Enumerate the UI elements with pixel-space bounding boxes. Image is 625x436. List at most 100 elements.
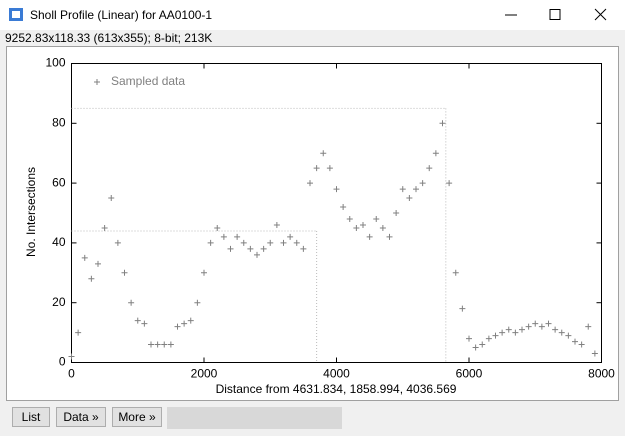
data-point	[505, 326, 512, 333]
data-point	[148, 341, 154, 348]
x-tick-label: 0	[68, 367, 75, 381]
data-point	[512, 329, 519, 336]
title-bar: Sholl Profile (Linear) for AA0100-1	[0, 0, 625, 30]
data-point	[287, 233, 294, 240]
data-point	[333, 186, 340, 193]
data-point	[68, 353, 75, 360]
status-bar	[167, 407, 342, 429]
title-icons	[9, 8, 607, 21]
legend-marker	[94, 79, 100, 85]
data-point	[108, 195, 115, 202]
data-point	[399, 186, 406, 193]
data-point	[499, 329, 506, 336]
data-point	[128, 299, 135, 306]
data-point	[240, 239, 247, 246]
data-point	[479, 341, 486, 348]
data-point	[572, 338, 578, 345]
data-point	[426, 165, 433, 172]
data-point	[340, 204, 347, 211]
data-point	[538, 323, 545, 330]
data-point	[472, 344, 479, 351]
data-point	[121, 269, 128, 276]
data-point	[439, 120, 446, 127]
data-point	[413, 186, 419, 193]
data-point	[260, 245, 267, 252]
data-point	[101, 224, 108, 231]
x-tick-label: 8000	[588, 367, 615, 381]
data-point	[585, 323, 592, 330]
data-point	[452, 269, 459, 276]
data-point	[552, 326, 559, 333]
data-point	[214, 224, 221, 231]
y-tick-label: 80	[52, 115, 66, 129]
data-point	[578, 341, 585, 348]
data-point	[81, 254, 88, 261]
data-point	[446, 180, 453, 187]
data-point	[353, 224, 360, 231]
y-tick-label: 60	[52, 175, 66, 189]
data-point	[326, 165, 333, 172]
data-point	[201, 269, 207, 276]
list-button[interactable]: List	[12, 407, 50, 427]
data-point	[247, 245, 254, 252]
data-point	[267, 239, 274, 246]
data-point	[406, 195, 413, 202]
data-point	[565, 332, 572, 339]
legend-label: Sampled data	[111, 74, 185, 88]
data-point	[366, 233, 373, 240]
data-point	[300, 245, 307, 252]
x-axis-label: Distance from 4631.834, 1858.994, 4036.5…	[216, 382, 457, 396]
data-point	[254, 251, 260, 258]
y-axis-label: No. Intersections	[24, 167, 38, 257]
data-point	[181, 320, 188, 327]
data-point	[558, 329, 565, 336]
data-point	[161, 341, 168, 348]
data-point	[360, 221, 366, 228]
data-point	[519, 326, 525, 333]
y-tick-label: 40	[52, 235, 66, 249]
x-tick-label: 6000	[456, 367, 483, 381]
data-point	[591, 350, 598, 357]
data-point	[419, 180, 426, 187]
data-point	[293, 239, 300, 246]
data-point	[485, 335, 492, 342]
data-point	[346, 215, 353, 222]
maximize-icon[interactable]	[549, 9, 561, 20]
data-point	[134, 317, 141, 324]
data-point	[393, 210, 400, 216]
data-point	[75, 329, 82, 336]
data-point	[95, 260, 101, 267]
data-point	[545, 320, 552, 327]
data-point	[307, 180, 313, 187]
data-point	[220, 233, 227, 240]
y-tick-label: 100	[45, 56, 65, 70]
x-tick-label: 4000	[323, 367, 350, 381]
data-button[interactable]: Data »	[56, 407, 106, 427]
window-title: Sholl Profile (Linear) for AA0100-1	[30, 8, 213, 22]
data-point	[525, 323, 532, 330]
data-point	[466, 335, 472, 342]
y-tick-label: 0	[59, 355, 66, 369]
data-point	[207, 239, 214, 246]
data-point	[174, 323, 181, 330]
data-point	[141, 320, 148, 327]
more-button[interactable]: More »	[112, 407, 162, 427]
data-point	[234, 233, 241, 240]
plot-panel	[6, 46, 619, 401]
data-point	[114, 239, 121, 246]
image-info: 9252.83x118.33 (613x355); 8-bit; 213K	[5, 31, 213, 45]
app-icon-inner	[12, 11, 20, 18]
y-tick-label: 20	[52, 295, 66, 309]
data-point	[194, 299, 201, 306]
data-point	[320, 150, 327, 157]
data-point	[227, 245, 234, 252]
data-point	[492, 332, 499, 339]
close-icon[interactable]	[594, 8, 607, 21]
x-tick-label: 2000	[191, 367, 218, 381]
data-point	[88, 275, 95, 282]
data-point	[532, 320, 539, 327]
data-point	[432, 150, 439, 157]
data-point	[379, 224, 386, 231]
